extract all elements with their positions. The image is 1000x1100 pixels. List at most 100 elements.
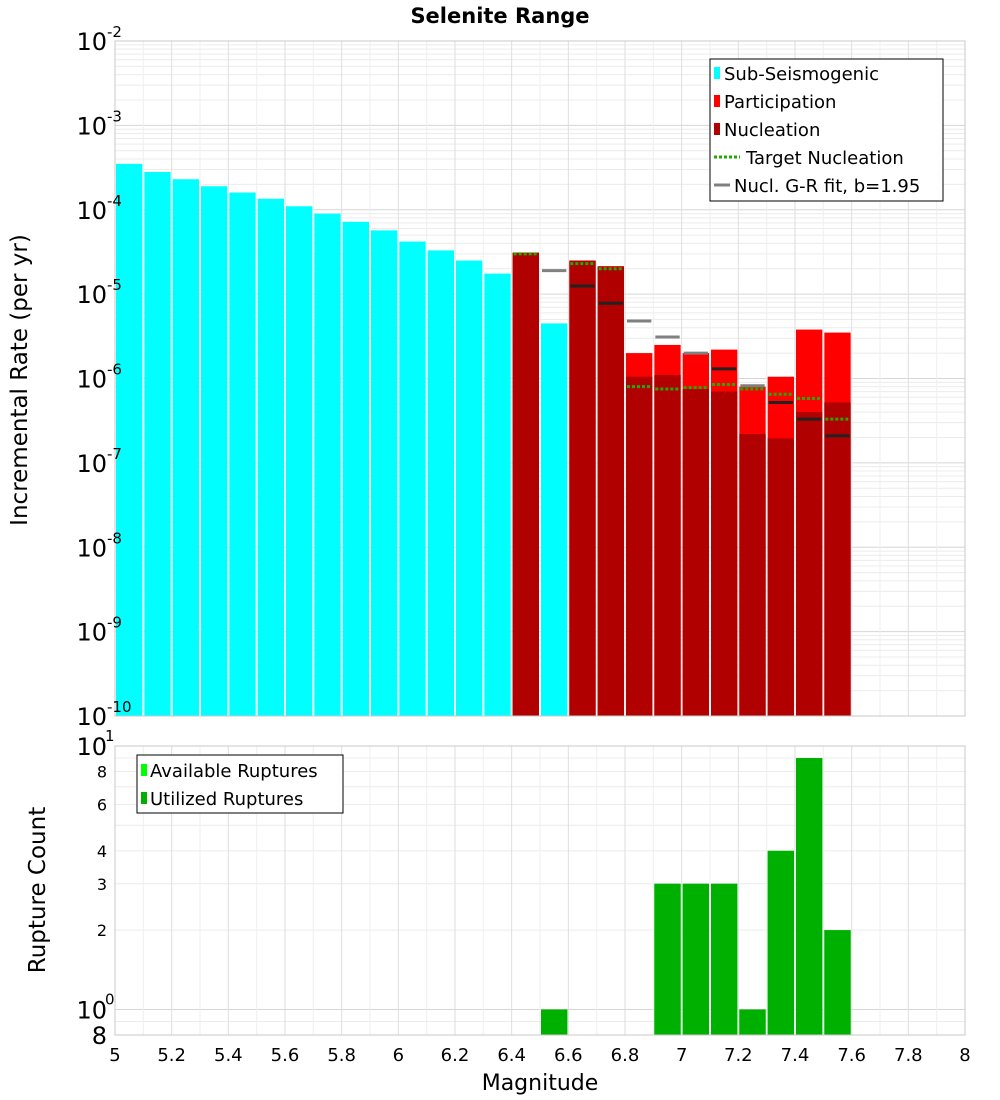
nucleation-bar bbox=[796, 412, 823, 716]
legend-label-nucleation: Nucleation bbox=[724, 120, 820, 141]
rate-plot-y-label: Incremental Rate (per yr) bbox=[7, 234, 33, 526]
sub-seismogenic-bar bbox=[342, 221, 369, 716]
count-y-tick: 3 bbox=[97, 875, 107, 894]
rate-y-tick-exponent: -10 bbox=[107, 698, 132, 716]
rate-y-tick: 10 -7 bbox=[76, 445, 122, 478]
rate-y-tick: 10 -4 bbox=[76, 192, 122, 225]
x-tick-label-7: 7 bbox=[676, 1045, 687, 1066]
x-tick-label-5: 5 bbox=[109, 1045, 120, 1066]
count-y-tick-base: 10 bbox=[76, 996, 107, 1024]
nucleation-bar bbox=[597, 266, 624, 716]
legend-swatch-available-ruptures bbox=[141, 764, 147, 776]
legend-label-sub-seismogenic: Sub-Seismogenic bbox=[724, 64, 879, 85]
rate-y-tick-exponent: -4 bbox=[107, 192, 122, 210]
x-tick-label-7-4: 7.4 bbox=[781, 1045, 810, 1066]
legend-label-gr-fit: Nucl. G-R fit, b=1.95 bbox=[734, 176, 920, 197]
nucleation-bar bbox=[767, 438, 794, 716]
x-tick-label-6: 6 bbox=[393, 1045, 404, 1066]
rate-y-tick-exponent: -6 bbox=[107, 361, 122, 379]
sub-seismogenic-bar bbox=[427, 250, 454, 717]
rate-y-tick-base: 10 bbox=[76, 534, 107, 562]
sub-seismogenic-bar bbox=[286, 206, 313, 716]
count-y-tick: 8 bbox=[97, 763, 107, 782]
sub-seismogenic-bar bbox=[541, 323, 568, 716]
x-axis-label: Magnitude bbox=[482, 1071, 599, 1096]
x-tick-label-5-4: 5.4 bbox=[214, 1045, 243, 1066]
x-tick-label-8: 8 bbox=[959, 1045, 970, 1066]
count-y-tick: 8 bbox=[92, 1022, 107, 1050]
rate-plot-bars bbox=[116, 163, 851, 717]
utilized-ruptures-bar bbox=[739, 1009, 766, 1035]
sub-seismogenic-bar bbox=[484, 273, 511, 716]
rate-y-tick: 10 -5 bbox=[76, 276, 122, 309]
count-plot-y-label: Rupture Count bbox=[25, 807, 51, 973]
x-tick-label-7-6: 7.6 bbox=[837, 1045, 866, 1066]
nucleation-bar bbox=[682, 389, 709, 716]
rate-legend-box bbox=[709, 58, 944, 202]
sub-seismogenic-bar bbox=[201, 186, 228, 716]
x-tick-label-5-2: 5.2 bbox=[157, 1045, 186, 1066]
rate-y-tick-base: 10 bbox=[76, 450, 107, 478]
count-plot-x-ticks: 5 5.2 5.4 5.6 5.8 6 6.2 6.4 6.6 6.8 7 7.2 7.4 7.6 7.8 8 bbox=[109, 1045, 970, 1066]
sub-seismogenic-bar bbox=[399, 241, 426, 717]
count-y-tick: 6 bbox=[97, 795, 107, 814]
legend-swatch-sub-seismogenic bbox=[714, 67, 720, 79]
legend-label-participation: Participation bbox=[724, 92, 836, 113]
count-y-tick-base: 8 bbox=[97, 763, 107, 782]
rate-y-tick: 10 -8 bbox=[76, 529, 122, 562]
count-y-tick: 4 bbox=[97, 842, 107, 861]
count-y-tick-exponent: 0 bbox=[105, 990, 115, 1008]
x-tick-label-5-8: 5.8 bbox=[327, 1045, 356, 1066]
utilized-ruptures-bar bbox=[711, 883, 738, 1035]
count-y-tick-base: 8 bbox=[92, 1022, 107, 1050]
count-plot-legend: Available Ruptures Utilized Ruptures bbox=[136, 754, 344, 814]
rate-plot-frame bbox=[114, 40, 966, 717]
rate-y-tick-base: 10 bbox=[76, 28, 107, 56]
rate-y-tick-exponent: -9 bbox=[107, 614, 122, 632]
legend-swatch-utilized-ruptures bbox=[141, 792, 147, 804]
count-y-tick-base: 2 bbox=[97, 921, 107, 940]
sub-seismogenic-bar bbox=[229, 192, 256, 717]
rate-y-tick-base: 10 bbox=[76, 619, 107, 647]
count-y-tick-base: 6 bbox=[97, 795, 107, 814]
count-y-tick-exponent: 1 bbox=[105, 727, 115, 745]
utilized-ruptures-bar bbox=[682, 883, 709, 1035]
legend-label-utilized-ruptures: Utilized Ruptures bbox=[150, 789, 303, 810]
rate-y-tick-base: 10 bbox=[76, 197, 107, 225]
x-tick-label-7-8: 7.8 bbox=[894, 1045, 923, 1066]
count-plot-bars bbox=[541, 758, 851, 1035]
utilized-ruptures-bar bbox=[796, 758, 823, 1035]
rate-plot-legend: Sub-Seismogenic Participation Nucleation… bbox=[709, 58, 944, 202]
nucleation-bar bbox=[824, 402, 851, 716]
sub-seismogenic-bar bbox=[371, 230, 398, 716]
count-plot-frame bbox=[114, 745, 966, 1036]
rate-y-tick-exponent: -2 bbox=[107, 23, 122, 41]
count-y-tick: 101 bbox=[76, 727, 114, 761]
utilized-ruptures-bar bbox=[767, 850, 794, 1035]
x-tick-label-5-6: 5.6 bbox=[271, 1045, 300, 1066]
rate-y-tick-base: 10 bbox=[76, 703, 107, 731]
rate-plot-lines bbox=[513, 252, 850, 438]
rate-y-tick-exponent: -7 bbox=[107, 445, 122, 463]
x-tick-label-7-2: 7.2 bbox=[724, 1045, 753, 1066]
rate-y-tick: 10 -9 bbox=[76, 614, 122, 647]
legend-swatch-nucleation bbox=[714, 123, 720, 135]
sub-seismogenic-bar bbox=[172, 179, 199, 716]
x-tick-label-6-2: 6.2 bbox=[441, 1045, 470, 1066]
count-y-tick-base: 10 bbox=[76, 733, 107, 761]
utilized-ruptures-bar bbox=[824, 930, 851, 1035]
sub-seismogenic-bar bbox=[144, 172, 171, 716]
chart-title: Selenite Range bbox=[410, 4, 589, 28]
sub-seismogenic-bar bbox=[116, 163, 143, 717]
rate-y-tick-base: 10 bbox=[76, 112, 107, 140]
rate-y-tick: 10 -6 bbox=[76, 361, 122, 394]
rate-y-tick: 10 -3 bbox=[76, 107, 122, 140]
rate-y-tick-exponent: -5 bbox=[107, 276, 122, 294]
rate-y-tick: 10 -2 bbox=[76, 23, 122, 56]
x-tick-label-6-8: 6.8 bbox=[611, 1045, 640, 1066]
legend-label-available-ruptures: Available Ruptures bbox=[150, 761, 318, 782]
